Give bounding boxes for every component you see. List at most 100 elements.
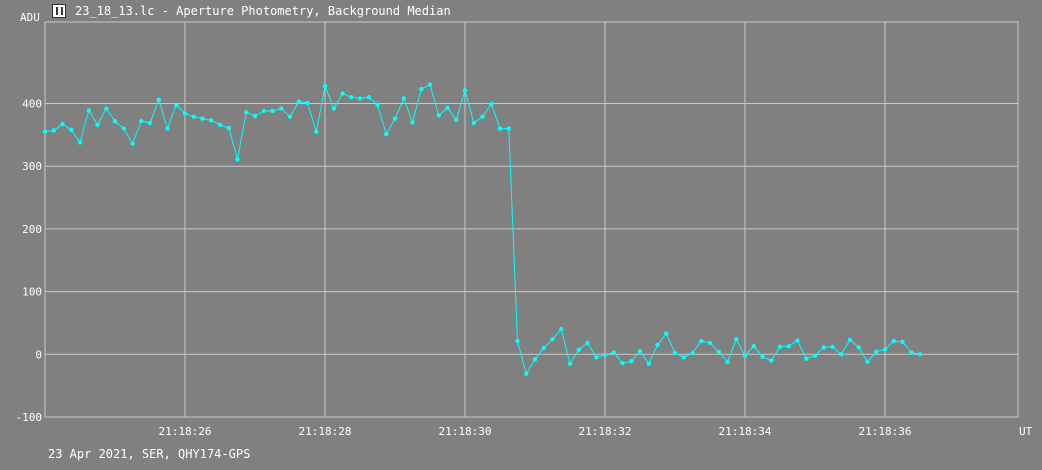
data-point [812,353,818,358]
data-point [314,129,319,134]
data-point [681,355,686,360]
data-point [445,105,450,111]
data-point [279,106,284,111]
data-point [847,337,853,343]
data-point [305,100,310,106]
data-point [777,344,783,349]
data-point [261,108,266,114]
data-point [620,360,625,366]
y-tick-label: 400 [22,98,42,111]
data-point [725,359,730,364]
data-point [86,108,92,113]
data-point [489,101,494,107]
data-point [156,97,161,102]
data-point [550,337,555,342]
data-point [751,344,756,349]
data-point [42,129,48,134]
data-point [200,116,205,121]
data-point [340,91,345,96]
data-point [716,349,721,354]
data-point [384,132,389,137]
data-point [909,350,914,355]
data-point [69,127,74,132]
data-point [462,88,468,93]
data-point [541,345,546,351]
data-point [77,140,83,145]
data-point [506,126,511,131]
data-point [349,95,354,100]
data-point [112,118,118,124]
data-point [594,355,599,360]
data-point [672,350,678,356]
data-point [296,99,301,104]
data-point [366,95,371,100]
data-point [655,342,660,348]
data-point [830,344,835,349]
y-tick-label: -100 [16,411,43,424]
data-point [524,371,529,376]
x-tick-label: 21:18:26 [159,425,212,438]
data-point [104,106,109,111]
data-point [51,128,56,133]
data-point [900,339,905,344]
data-point [690,350,695,356]
data-point [515,338,520,344]
data-point [244,110,249,115]
data-point [322,83,328,89]
data-point [419,86,424,92]
y-tick-label: 100 [22,286,42,299]
data-point [760,354,765,359]
y-axis-label: ADU [20,11,40,24]
data-point [182,111,188,116]
data-point [576,347,581,353]
data-point [252,113,258,119]
data-point [287,114,293,119]
data-point [882,347,888,352]
data-point [454,117,459,123]
x-axis-label: UT [1019,425,1033,438]
data-point [707,340,713,346]
data-point [891,338,896,344]
data-point [856,345,861,350]
data-point [602,352,608,358]
axes [44,21,1019,418]
x-tick-label: 21:18:28 [299,425,352,438]
data-point [646,361,651,366]
data-point [742,353,748,358]
data-point [191,114,196,119]
data-point [217,122,223,128]
data-point [637,349,643,354]
x-tick-label: 21:18:32 [579,425,632,438]
data-point [209,118,214,123]
y-tick-label: 0 [35,348,42,361]
data-point [427,82,433,87]
data-point [270,108,275,114]
data-point [471,120,476,126]
data-point [664,331,669,336]
y-tick-label: 200 [22,223,42,236]
light-curve-icon [52,4,66,18]
data-point [95,122,100,128]
data-point [401,96,406,101]
data-point [567,361,573,366]
x-tick-label: 21:18:34 [719,425,772,438]
data-point [865,359,870,364]
data-point [585,340,590,346]
data-point [139,118,144,124]
x-tick-label: 21:18:30 [439,425,492,438]
data-point [532,357,538,362]
series-background-median [42,82,923,376]
data-point [174,102,179,108]
data-point [795,338,800,343]
data-point [804,356,809,361]
data-point [769,358,774,363]
window-title: 23_18_13.lc - Aperture Photometry, Backg… [75,4,451,18]
data-point [821,345,826,350]
data-point [436,113,441,118]
y-tick-label: 300 [22,160,42,173]
data-point [165,126,170,131]
data-point [734,337,739,342]
data-point [480,114,485,119]
data-point [331,106,336,111]
